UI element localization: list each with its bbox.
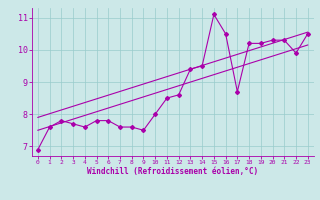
X-axis label: Windchill (Refroidissement éolien,°C): Windchill (Refroidissement éolien,°C) bbox=[87, 167, 258, 176]
